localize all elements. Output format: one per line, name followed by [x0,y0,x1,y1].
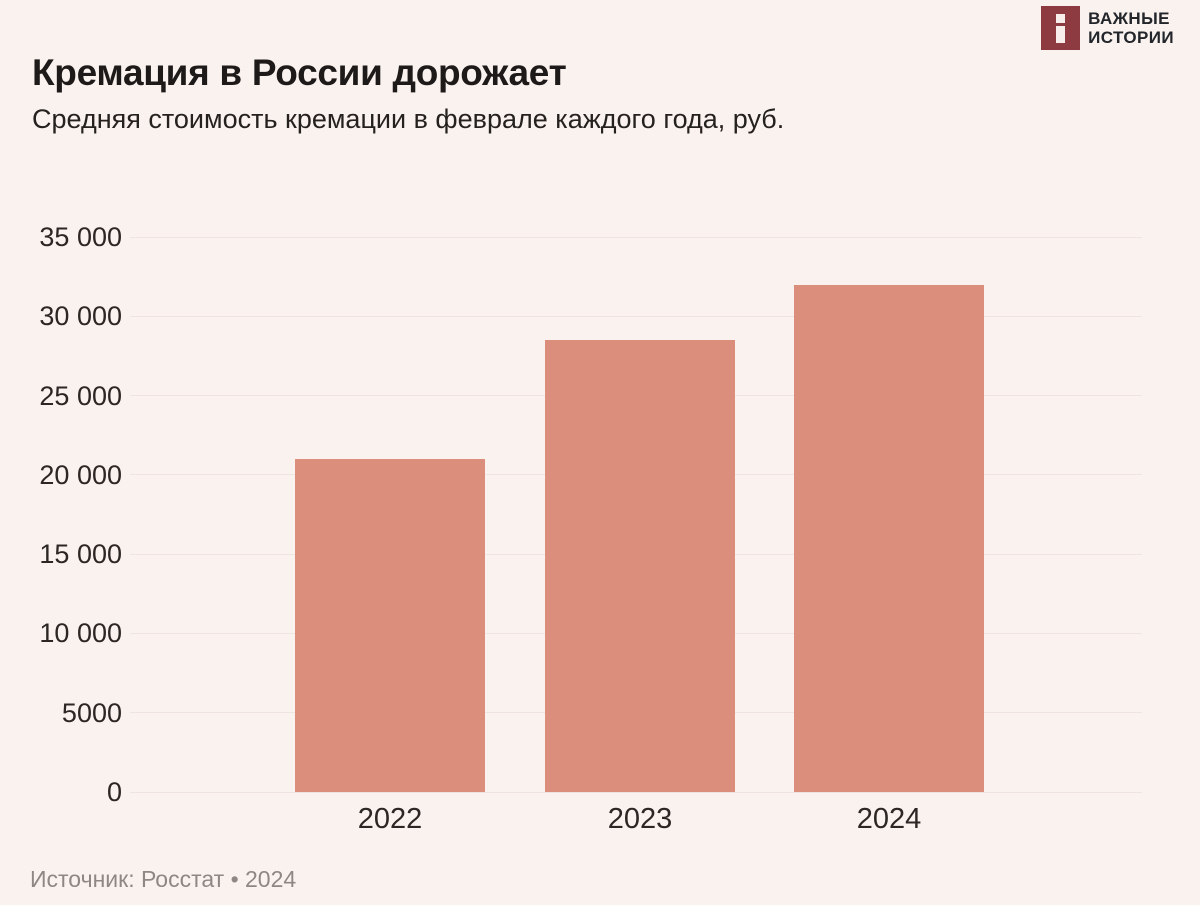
y-tick-label: 35 000 [39,222,122,252]
y-tick-label: 30 000 [39,301,122,332]
x-tick-label: 2023 [607,803,673,835]
y-tick-label: 15 000 [39,539,122,570]
plot-area [130,236,1142,793]
x-tick-label: 2022 [357,803,423,835]
y-tick-label: 5000 [61,697,122,728]
y-tick-label: 25 000 [39,380,122,411]
y-tick-label: 20 000 [39,459,122,490]
logo-i-icon [1041,6,1081,50]
x-tick-label: 2024 [856,803,922,835]
vazhnye-istorii-logo: ВАЖНЫЕ ИСТОРИИ [1041,6,1174,50]
y-tick-label: 10 000 [39,618,122,649]
source-note: Источник: Росстат • 2024 [30,866,297,892]
bar-2022 [295,459,485,792]
gridline-0 [130,791,1142,793]
gridline-30000 [130,315,1142,317]
logo-text: ВАЖНЫЕ ИСТОРИИ [1088,9,1174,47]
chart-subtitle: Средняя стоимость кремации в феврале каж… [32,104,785,134]
y-tick-label: 0 [106,777,122,807]
chart-title: Кремация в России дорожает [32,52,567,93]
gridline-35000 [130,236,1142,238]
bar-2023 [545,340,735,792]
bar-2024 [794,284,984,792]
